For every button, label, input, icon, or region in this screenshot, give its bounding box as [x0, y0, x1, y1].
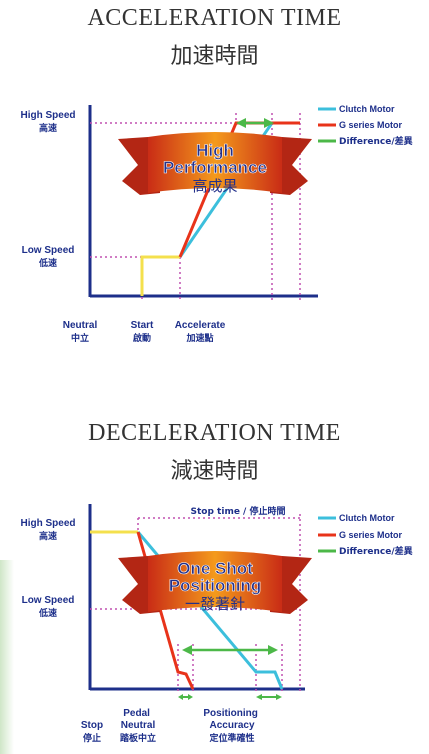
- y-label-high-speed-zh: 高速: [39, 122, 57, 134]
- legend-difference: Difference/差異: [339, 545, 413, 557]
- stop-time-label: Stop time / 停止時間: [191, 505, 286, 517]
- deceleration-title: DECELERATION TIME: [88, 420, 341, 446]
- y-label-low-speed: Low Speed: [22, 595, 75, 606]
- difference-arrowhead-left: [236, 118, 246, 128]
- legend-g-series-motor: G series Motor: [339, 530, 403, 540]
- difference-arrowhead-left: [182, 645, 192, 655]
- deceleration-heading: DECELERATION TIME 減速時間: [0, 420, 429, 485]
- deceleration-title-zh: 減速時間: [170, 459, 259, 484]
- x-label-positioning-accuracy-zh: 定位準確性: [208, 732, 254, 744]
- legend-g-series-motor: G series Motor: [339, 120, 403, 130]
- acceleration-legend: Clutch Motor G series Motor Difference/差…: [318, 104, 413, 147]
- x-label-pedal-neutral: Pedal Neutral: [121, 708, 156, 731]
- x-label-neutral-zh: 中立: [71, 332, 89, 344]
- positioning-accuracy-line-1: Positioning: [203, 708, 257, 719]
- x-label-pedal-neutral-zh: 踏板中立: [120, 732, 156, 744]
- accuracy-arrow-g-left: [178, 694, 183, 700]
- accuracy-arrow-g-right: [188, 694, 193, 700]
- acceleration-title-zh: 加速時間: [170, 44, 259, 69]
- acceleration-chart: High Performance 高成果 High Speed 高速 Low S…: [20, 104, 413, 344]
- x-label-start-zh: 啟動: [133, 332, 151, 344]
- y-label-low-speed-zh: 低速: [38, 257, 57, 269]
- x-label-accelerate-zh: 加速點: [185, 332, 213, 344]
- accuracy-arrow-clutch-left: [256, 694, 262, 700]
- deceleration-chart: Stop time / 停止時間 One Shot Positioning 一發…: [20, 504, 413, 744]
- one-shot-positioning-banner: One Shot Positioning 一發著針: [118, 551, 312, 614]
- y-label-high-speed-zh: 高速: [39, 530, 57, 542]
- y-label-high-speed: High Speed: [20, 110, 75, 121]
- pedal-neutral-line-2: Neutral: [121, 720, 156, 731]
- x-label-neutral: Neutral: [63, 320, 98, 331]
- x-label-stop: Stop: [81, 720, 103, 731]
- y-label-low-speed-zh: 低速: [38, 607, 57, 619]
- difference-arrowhead-right: [268, 645, 278, 655]
- x-label-stop-zh: 停止: [83, 732, 101, 744]
- x-label-positioning-accuracy: Positioning Accuracy: [203, 708, 260, 731]
- deceleration-legend: Clutch Motor G series Motor Difference/差…: [318, 513, 413, 557]
- legend-clutch-motor: Clutch Motor: [339, 104, 395, 114]
- high-performance-banner: High Performance 高成果: [118, 132, 312, 195]
- page-edge-gradient: [0, 560, 14, 754]
- x-label-accelerate: Accelerate: [175, 320, 226, 331]
- banner-line-3: 高成果: [192, 177, 237, 195]
- difference-arrowhead-right: [264, 118, 274, 128]
- banner-line-1: High: [196, 141, 234, 160]
- acceleration-title: ACCELERATION TIME: [87, 5, 342, 31]
- positioning-accuracy-line-2: Accuracy: [209, 720, 254, 731]
- banner-line-2: Positioning: [169, 576, 262, 595]
- banner-line-1: One Shot: [177, 559, 253, 578]
- x-label-start: Start: [131, 320, 154, 331]
- start-step-line: [140, 255, 180, 296]
- y-label-low-speed: Low Speed: [22, 245, 75, 256]
- acceleration-heading: ACCELERATION TIME 加速時間: [0, 5, 429, 70]
- pedal-neutral-line-1: Pedal: [123, 708, 150, 719]
- y-label-high-speed: High Speed: [20, 518, 75, 529]
- legend-difference: Difference/差異: [339, 135, 413, 147]
- accuracy-arrow-clutch-right: [276, 694, 282, 700]
- banner-line-3: 一發著針: [185, 595, 245, 613]
- banner-line-2: Performance: [163, 158, 267, 177]
- legend-clutch-motor: Clutch Motor: [339, 513, 395, 523]
